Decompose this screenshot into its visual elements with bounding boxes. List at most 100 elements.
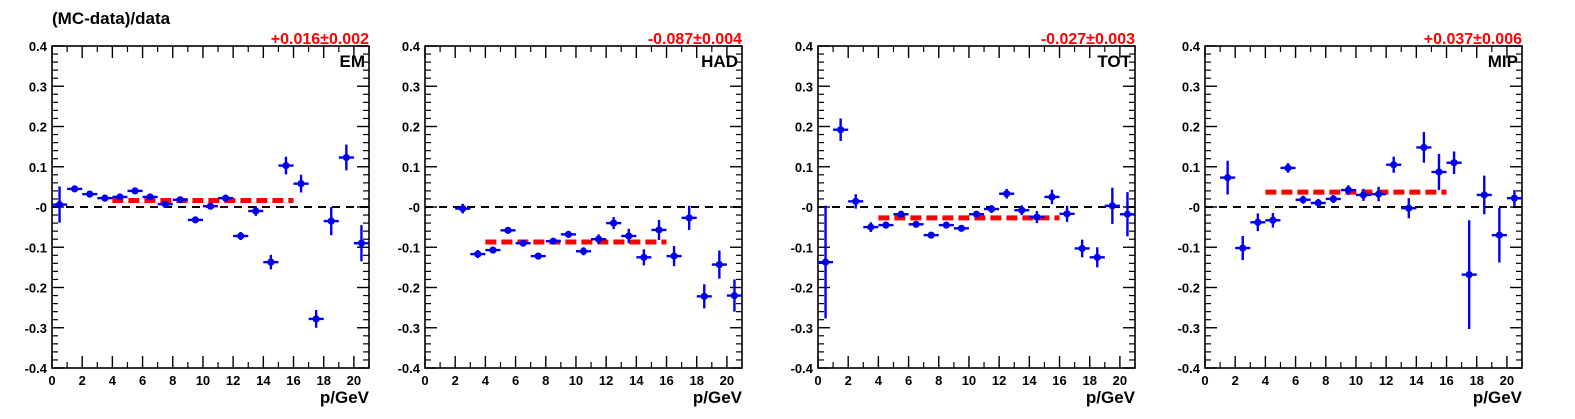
data-point: [1250, 213, 1266, 232]
data-point: [621, 228, 637, 244]
y-tick-label: -0: [408, 200, 420, 215]
data-marker: [146, 193, 154, 201]
data-point: [1044, 189, 1060, 205]
y-tick-label: -0.3: [398, 321, 420, 336]
x-tick-label: 14: [629, 373, 644, 388]
data-point: [1340, 185, 1356, 195]
data-marker: [342, 153, 350, 162]
data-marker: [282, 161, 290, 170]
data-point: [833, 118, 849, 141]
data-point: [575, 247, 592, 256]
data-marker: [1299, 196, 1307, 204]
data-marker: [161, 200, 169, 208]
panel-had: -0.4 -0.3 -0.2 -0.1 -0 0.1 0.2 0.3 0.4 0 2 4 6 8 10 12 1…: [398, 31, 743, 407]
data-point: [1431, 153, 1447, 191]
y-tick-label: 0.4: [1182, 39, 1201, 54]
data-point: [818, 205, 834, 319]
data-point: [278, 156, 294, 175]
data-point: [1265, 213, 1281, 228]
data-point: [1280, 163, 1296, 173]
data-marker: [1510, 194, 1519, 202]
data-point: [1401, 198, 1417, 219]
data-point: [923, 231, 939, 239]
data-point: [545, 237, 561, 245]
data-marker: [1269, 216, 1277, 224]
data-marker: [534, 252, 542, 260]
data-point: [500, 226, 516, 234]
y-tick-label: 0.2: [402, 120, 420, 135]
data-point: [202, 202, 219, 210]
y-tick-label: 0.1: [402, 160, 420, 175]
data-point: [606, 217, 622, 230]
y-tick-label: -0: [35, 200, 47, 215]
x-tick-label: 6: [905, 373, 912, 388]
data-point: [999, 188, 1015, 199]
data-marker: [821, 258, 830, 266]
y-tick-label: -0: [1188, 200, 1200, 215]
data-point: [233, 231, 249, 241]
data-marker: [237, 232, 245, 240]
x-tick-label: 16: [1052, 373, 1066, 388]
x-tick-label: 20: [720, 373, 734, 388]
y-tick-label: 0.3: [29, 79, 47, 94]
panel-label: HAD: [701, 52, 738, 71]
data-marker: [549, 237, 557, 245]
data-marker: [1465, 271, 1473, 279]
data-marker: [942, 221, 950, 229]
data-marker: [1123, 210, 1132, 218]
data-point: [1355, 188, 1372, 201]
data-point: [1416, 132, 1432, 163]
data-marker: [1018, 206, 1026, 214]
data-point: [1386, 156, 1402, 173]
y-tick-label: 0.1: [795, 160, 813, 175]
data-point: [323, 207, 339, 236]
x-tick-label: 8: [169, 373, 176, 388]
x-axis-title: p/GeV: [1086, 388, 1136, 407]
data-marker: [474, 250, 482, 258]
data-point: [863, 222, 879, 232]
data-marker: [1344, 186, 1353, 194]
y-tick-label: -0.2: [398, 281, 420, 296]
data-point: [1371, 186, 1387, 202]
x-tick-label: 0: [421, 373, 428, 388]
data-marker: [882, 221, 890, 229]
data-point: [1476, 175, 1492, 215]
y-tick-label: -0.4: [398, 361, 421, 376]
fit-value-label: -0.027±0.003: [1041, 31, 1135, 48]
data-point: [455, 203, 471, 214]
data-marker: [852, 197, 860, 205]
x-tick-label: 8: [542, 373, 549, 388]
y-tick-label: -0.1: [25, 240, 47, 255]
y-tick-label: -0.4: [25, 361, 48, 376]
y-tick-label: 0.3: [402, 79, 420, 94]
data-marker: [71, 185, 79, 193]
x-tick-label: 4: [109, 373, 117, 388]
data-marker: [715, 260, 723, 269]
panel-em: -0.4 -0.3 -0.2 -0.1 -0 0.1 0.2 0.3 0.4 0 2 4 6 8 10 12 1…: [25, 31, 370, 407]
data-point: [248, 206, 264, 216]
data-point: [308, 310, 324, 328]
data-marker: [700, 292, 708, 300]
data-point: [127, 187, 143, 195]
x-tick-label: 12: [1379, 373, 1393, 388]
data-marker: [221, 194, 230, 202]
data-marker: [1108, 202, 1116, 210]
x-tick-label: 20: [1500, 373, 1514, 388]
data-marker: [640, 253, 648, 261]
data-marker: [1224, 174, 1232, 182]
x-tick-label: 10: [569, 373, 583, 388]
data-point: [591, 234, 607, 245]
panel-label: TOT: [1097, 52, 1131, 71]
data-marker: [1450, 159, 1458, 167]
data-marker: [579, 247, 588, 255]
panel-label: MIP: [1488, 52, 1518, 71]
y-tick-label: -0.3: [25, 321, 47, 336]
data-marker: [519, 239, 527, 247]
data-point: [696, 284, 712, 309]
data-marker: [594, 235, 603, 243]
data-marker: [1033, 213, 1041, 221]
data-point: [263, 254, 279, 270]
data-marker: [267, 258, 275, 266]
x-tick-label: 4: [482, 373, 490, 388]
data-marker: [1435, 168, 1443, 176]
